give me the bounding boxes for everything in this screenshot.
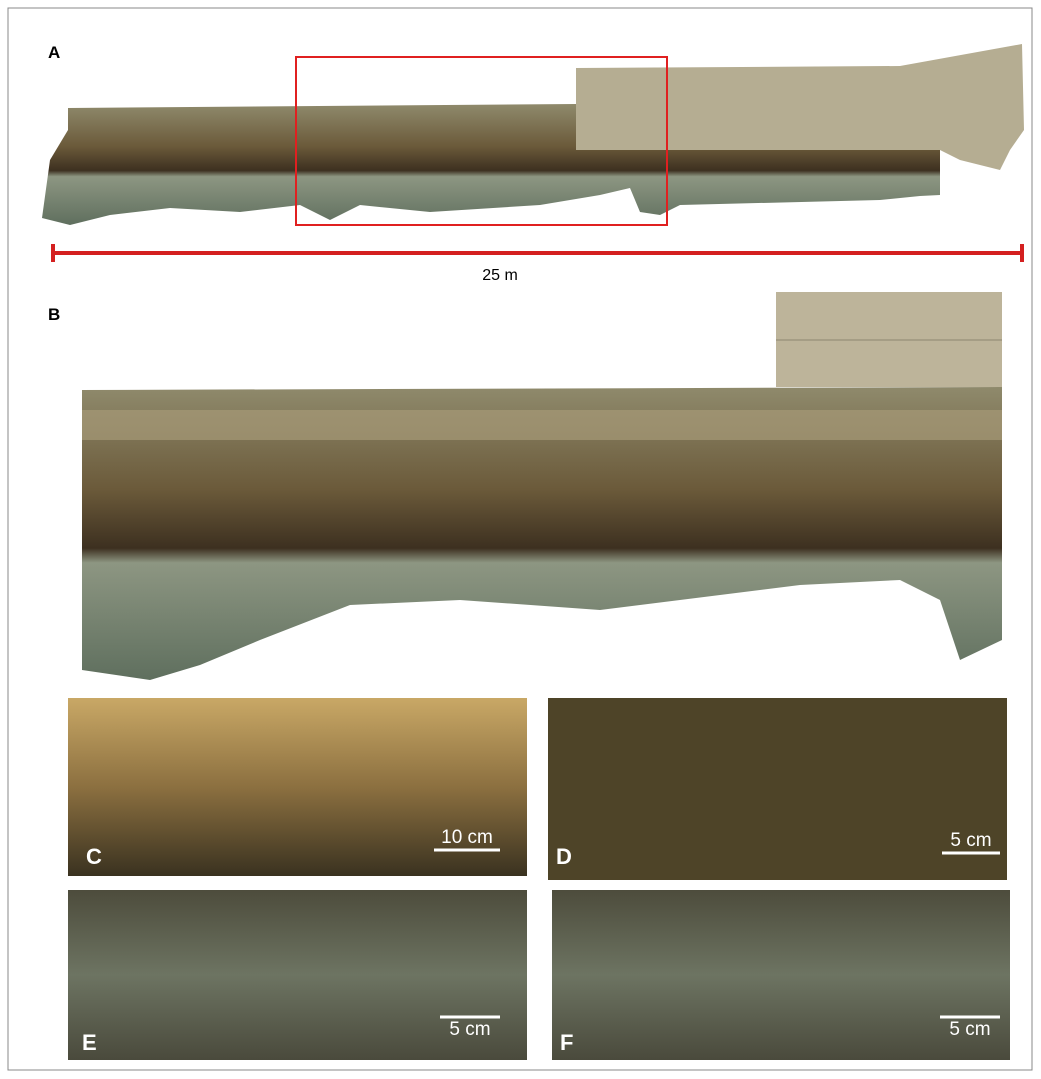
figure: A 25 m B C 10 cm D 5 cm E 5 cm F 5 cm bbox=[0, 0, 1041, 1079]
panel-label: B bbox=[48, 305, 60, 324]
panel-label: F bbox=[560, 1030, 573, 1055]
panel-label: D bbox=[556, 844, 572, 869]
scale-label: 5 cm bbox=[449, 1019, 490, 1040]
scale-label: 5 cm bbox=[950, 830, 991, 851]
scale-label: 5 cm bbox=[949, 1019, 990, 1040]
stone-course bbox=[82, 410, 1002, 440]
panel-label: E bbox=[82, 1030, 97, 1055]
scale-label: 25 m bbox=[482, 267, 518, 284]
panel-label: C bbox=[86, 844, 102, 869]
scale-label: 10 cm bbox=[441, 827, 493, 848]
photo bbox=[552, 890, 1010, 1060]
photo bbox=[548, 698, 1007, 880]
panel-label: A bbox=[48, 43, 60, 62]
